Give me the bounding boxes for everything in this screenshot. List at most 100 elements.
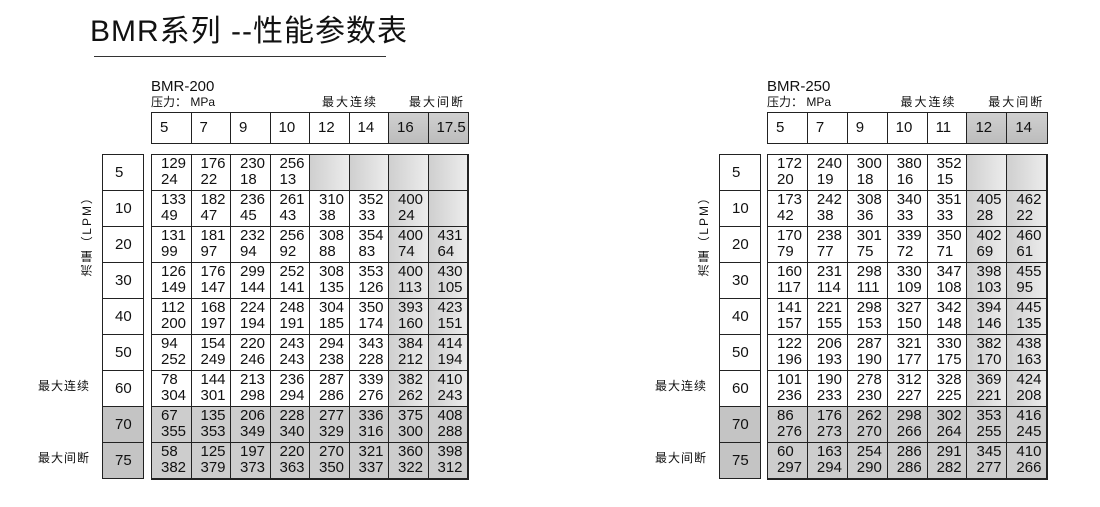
page-title: BMR系列 --性能参数表 bbox=[90, 15, 408, 48]
pressure-header-cell: 5 bbox=[152, 113, 192, 143]
table-cell: 308 88 bbox=[310, 227, 350, 263]
table-cell: 160 117 bbox=[768, 263, 808, 299]
table-cell: 243 243 bbox=[270, 335, 310, 371]
table-cell: 230 18 bbox=[231, 155, 271, 191]
flow-row-label: 30 bbox=[720, 263, 760, 299]
table-cell: 398 312 bbox=[428, 443, 468, 479]
flow-axis-label: 流量（LPM） bbox=[80, 190, 94, 277]
table-cell: 350 174 bbox=[349, 299, 389, 335]
flow-row-label: 40 bbox=[720, 299, 760, 335]
table-cell: 304 185 bbox=[310, 299, 350, 335]
table-cell: 287 190 bbox=[847, 335, 888, 371]
pressure-unit-label: 压力： MPa bbox=[767, 95, 832, 109]
table-cell: 294 238 bbox=[310, 335, 350, 371]
table-cell: 438 163 bbox=[1007, 335, 1048, 371]
flow-label-column: 5 10 20 30 40 50 60 70 75 bbox=[719, 154, 761, 479]
table-cell: 163 294 bbox=[807, 443, 848, 479]
table-cell: 58 382 bbox=[152, 443, 192, 479]
table-cell: 298 111 bbox=[847, 263, 888, 299]
table-cell: 424 208 bbox=[1007, 371, 1048, 407]
flow-row-label: 10 bbox=[103, 191, 143, 227]
table-cell: 221 155 bbox=[807, 299, 848, 335]
table-cell: 122 196 bbox=[768, 335, 808, 371]
table-cell: 382 262 bbox=[389, 371, 429, 407]
table-cell: 460 61 bbox=[1007, 227, 1048, 263]
pressure-header-cell: 14 bbox=[350, 113, 389, 143]
flow-axis-label: 流量（LPM） bbox=[697, 190, 711, 277]
table-cell: 206 349 bbox=[231, 407, 271, 443]
pressure-header-cell: 12 bbox=[967, 113, 1008, 143]
flow-row-label: 70 bbox=[103, 407, 143, 443]
pressure-header-cell: 16 bbox=[389, 113, 429, 143]
flow-row-label: 20 bbox=[103, 227, 143, 263]
table-cell: 345 277 bbox=[967, 443, 1008, 479]
table-cell: 94 252 bbox=[152, 335, 192, 371]
table-cell: 101 236 bbox=[768, 371, 808, 407]
max-continuous-flow-label: 最大连续 bbox=[38, 379, 91, 393]
performance-grid: 129 24 176 22 230 18 256 13 133 49 182 47 236 … bbox=[151, 154, 469, 480]
table-cell: 252 141 bbox=[270, 263, 310, 299]
table-cell: 384 212 bbox=[389, 335, 429, 371]
table-cell: 278 230 bbox=[847, 371, 888, 407]
table-cell: 398 103 bbox=[967, 263, 1008, 299]
table-cell: 131 99 bbox=[152, 227, 192, 263]
table-cell: 351 33 bbox=[927, 191, 968, 227]
flow-row-label: 50 bbox=[103, 335, 143, 371]
table-cell-empty bbox=[1007, 155, 1048, 191]
table-cell: 141 157 bbox=[768, 299, 808, 335]
flow-row-label: 5 bbox=[103, 155, 143, 191]
table-cell: 154 249 bbox=[191, 335, 231, 371]
max-intermittent-pressure-label: 最大间断 bbox=[988, 95, 1045, 109]
pressure-header-cell: 14 bbox=[1007, 113, 1048, 143]
table-cell: 339 72 bbox=[887, 227, 928, 263]
max-continuous-pressure-label: 最大连续 bbox=[322, 95, 379, 109]
table-cell: 423 151 bbox=[428, 299, 468, 335]
table-cell: 394 146 bbox=[967, 299, 1008, 335]
table-cell: 286 286 bbox=[887, 443, 928, 479]
flow-row-label: 20 bbox=[720, 227, 760, 263]
max-intermittent-pressure-label: 最大间断 bbox=[409, 95, 466, 109]
table-cell: 408 288 bbox=[428, 407, 468, 443]
table-cell: 350 71 bbox=[927, 227, 968, 263]
table-cell: 173 42 bbox=[768, 191, 808, 227]
model-name: BMR-200 bbox=[151, 78, 215, 95]
table-cell: 172 20 bbox=[768, 155, 808, 191]
table-cell: 352 15 bbox=[927, 155, 968, 191]
table-cell: 360 322 bbox=[389, 443, 429, 479]
table-cell: 168 197 bbox=[191, 299, 231, 335]
flow-label-column: 5 10 20 30 40 50 60 70 75 bbox=[102, 154, 144, 479]
pressure-header-cell: 9 bbox=[231, 113, 271, 143]
table-cell: 330 109 bbox=[887, 263, 928, 299]
table-cell: 298 266 bbox=[887, 407, 928, 443]
table-cell: 238 77 bbox=[807, 227, 848, 263]
pressure-header-cell: 10 bbox=[271, 113, 310, 143]
table-cell: 248 191 bbox=[270, 299, 310, 335]
pressure-header-row: 5 7 9 10 11 12 14 bbox=[767, 112, 1049, 144]
table-cell: 400 113 bbox=[389, 263, 429, 299]
table-cell: 256 92 bbox=[270, 227, 310, 263]
table-cell: 277 329 bbox=[310, 407, 350, 443]
table-cell: 220 246 bbox=[231, 335, 271, 371]
table-cell: 369 221 bbox=[967, 371, 1008, 407]
table-cell: 328 225 bbox=[927, 371, 968, 407]
table-cell: 375 300 bbox=[389, 407, 429, 443]
table-cell: 327 150 bbox=[887, 299, 928, 335]
max-intermittent-flow-label: 最大间断 bbox=[38, 451, 91, 465]
table-cell: 330 175 bbox=[927, 335, 968, 371]
table-cell: 236 294 bbox=[270, 371, 310, 407]
table-cell: 382 170 bbox=[967, 335, 1008, 371]
table-cell: 170 79 bbox=[768, 227, 808, 263]
table-cell: 254 290 bbox=[847, 443, 888, 479]
pressure-header-cell: 5 bbox=[768, 113, 808, 143]
table-cell: 261 43 bbox=[270, 191, 310, 227]
table-cell: 347 108 bbox=[927, 263, 968, 299]
max-continuous-pressure-label: 最大连续 bbox=[900, 95, 957, 109]
table-cell: 287 286 bbox=[310, 371, 350, 407]
table-cell: 299 144 bbox=[231, 263, 271, 299]
table-cell: 340 33 bbox=[887, 191, 928, 227]
table-cell: 402 69 bbox=[967, 227, 1008, 263]
table-cell: 220 363 bbox=[270, 443, 310, 479]
table-cell: 242 38 bbox=[807, 191, 848, 227]
flow-row-label: 70 bbox=[720, 407, 760, 443]
flow-row-label: 30 bbox=[103, 263, 143, 299]
